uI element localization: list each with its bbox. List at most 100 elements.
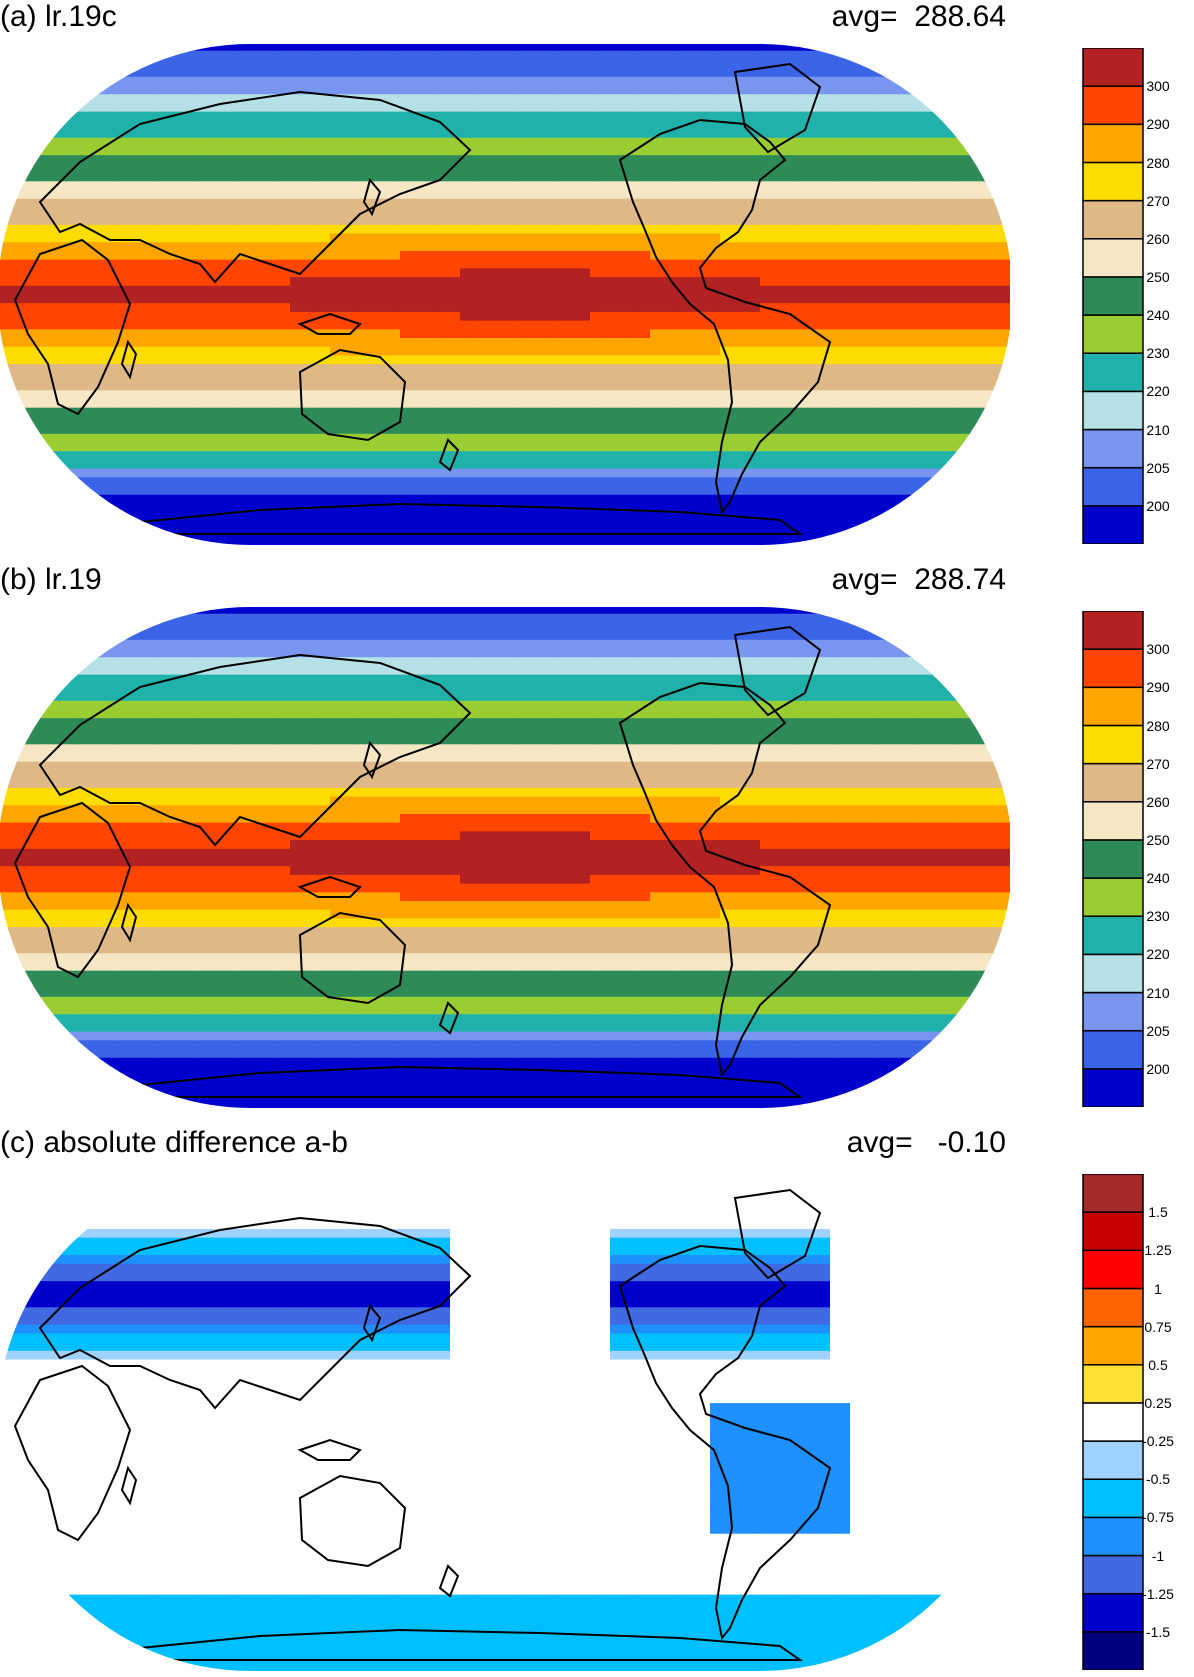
map-cell [840,76,851,87]
map-cell [790,398,801,409]
map-cell [650,451,661,461]
map-cell [890,364,901,374]
map-cell [660,459,671,470]
map-cell [300,294,311,304]
map-cell [790,268,801,278]
map-cell [330,111,341,121]
map-cell [970,294,981,304]
map-cell [490,224,501,235]
map-cell [110,277,121,287]
map-cell [740,381,751,391]
map-cell [780,416,791,426]
map-cell [840,277,851,287]
map-cell [190,224,201,235]
map-cell [330,250,341,261]
map-cell [110,190,121,200]
map-cell [160,146,171,156]
map-cell [810,268,821,278]
map-cell [680,242,691,252]
map-cell [1000,172,1010,182]
map-cell [930,224,941,235]
map-cell [0,190,11,200]
map-cell [520,459,531,470]
map-cell [550,285,561,296]
map-cell [400,346,411,357]
map-cell [970,129,981,139]
map-cell [390,242,401,252]
map-cell [840,268,851,278]
map-cell [360,372,371,383]
map-cell [700,425,711,435]
map-cell [360,233,371,243]
map-cell [710,233,721,243]
map-cell [370,233,381,243]
map-cell [590,155,601,165]
map-cell [220,416,231,426]
map-cell [390,76,401,87]
map-cell [600,120,611,130]
map-cell [40,242,51,252]
map-cell [140,163,151,174]
map-cell [610,259,621,269]
map-cell [90,85,101,95]
map-cell [830,407,841,417]
map-cell [950,259,961,269]
map-cell [810,163,821,174]
map-cell [520,137,531,148]
map-cell [820,233,831,243]
map-cell [400,155,411,165]
map-cell [690,207,701,217]
map-cell [410,181,421,191]
map-cell [420,259,431,269]
map-cell [210,285,221,296]
map-cell [480,433,491,444]
map-cell [830,433,841,444]
map-cell [270,355,281,365]
map-cell [90,338,101,348]
map-cell [620,277,631,287]
map-cell [600,68,611,78]
map-cell [580,120,591,130]
map-cell [710,250,721,261]
map-cell [850,407,861,417]
map-cell [820,346,831,357]
map-cell [800,268,811,278]
map-cell [930,155,941,165]
map-cell [280,294,291,304]
map-cell [410,303,421,313]
map-cell [370,190,381,200]
map-cell [560,459,571,470]
map-cell [190,311,201,322]
map-cell [30,372,41,383]
map-cell [640,102,651,113]
map-cell [40,233,51,243]
map-cell [220,250,231,261]
map-cell [280,268,291,278]
map-cell [890,233,901,243]
map-cell [640,50,651,61]
map-cell [520,355,531,365]
map-cell [390,85,401,95]
map-cell [510,190,521,200]
map-cell [990,372,1001,383]
map-cell [20,85,31,95]
map-cell [360,146,371,156]
map-cell [220,224,231,235]
map-cell [330,346,341,357]
map-cell [580,94,591,104]
map-cell [960,329,971,339]
map-cell [360,407,371,417]
map-cell [470,459,481,470]
map-cell [570,303,581,313]
map-cell [80,216,91,226]
map-cell [10,233,21,243]
map-cell [150,224,161,235]
map-cell [20,338,31,348]
map-cell [70,433,81,444]
map-cell [270,207,281,217]
map-cell [710,59,721,69]
map-cell [980,163,991,174]
map-cell [730,233,741,243]
map-cell [980,44,991,52]
map-cell [470,68,481,78]
